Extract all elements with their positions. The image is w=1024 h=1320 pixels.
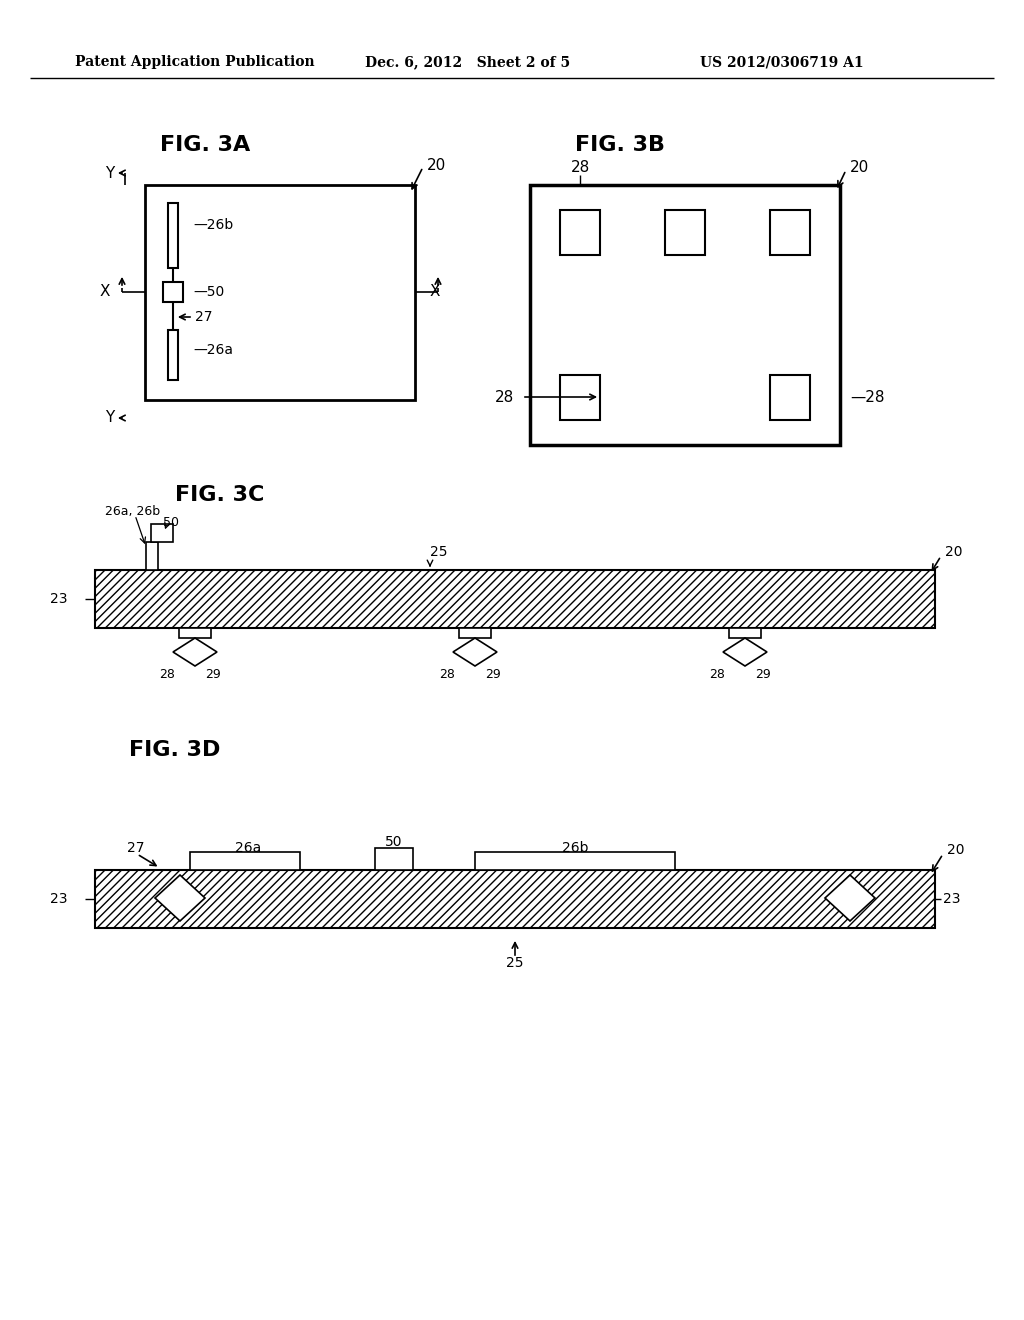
Polygon shape — [723, 638, 767, 667]
Text: 20: 20 — [427, 157, 446, 173]
Polygon shape — [155, 875, 205, 921]
Text: 23: 23 — [50, 591, 68, 606]
Bar — [560, 375, 600, 420]
Text: 23: 23 — [943, 892, 961, 906]
Text: 27: 27 — [127, 841, 144, 855]
Text: —26a: —26a — [193, 343, 233, 356]
Text: —26b: —26b — [193, 218, 233, 232]
Text: X: X — [100, 285, 111, 300]
Text: —50: —50 — [193, 285, 224, 300]
Polygon shape — [825, 875, 874, 921]
Bar — [770, 210, 810, 255]
Bar — [530, 185, 840, 445]
Text: 26a, 26b: 26a, 26b — [105, 506, 160, 519]
Text: 20: 20 — [850, 160, 869, 174]
Bar — [560, 210, 600, 255]
Polygon shape — [173, 638, 217, 667]
Bar — [375, 847, 413, 870]
Text: 26a: 26a — [234, 841, 261, 855]
Polygon shape — [453, 638, 497, 667]
Text: —28: —28 — [850, 389, 885, 404]
Text: Y: Y — [105, 411, 115, 425]
Bar — [770, 375, 810, 420]
Text: 28: 28 — [159, 668, 175, 681]
Bar — [475, 851, 675, 870]
Text: FIG. 3B: FIG. 3B — [575, 135, 665, 154]
Text: Patent Application Publication: Patent Application Publication — [75, 55, 314, 69]
Bar — [190, 851, 300, 870]
Bar — [95, 870, 935, 928]
Text: 28: 28 — [570, 160, 590, 174]
Text: US 2012/0306719 A1: US 2012/0306719 A1 — [700, 55, 863, 69]
Text: 50: 50 — [163, 516, 179, 528]
Text: Y: Y — [105, 165, 115, 181]
Text: 26b: 26b — [562, 841, 588, 855]
Text: 27: 27 — [195, 310, 213, 323]
Bar — [163, 282, 183, 302]
Bar — [145, 185, 415, 400]
Bar — [459, 628, 490, 638]
Text: 29: 29 — [485, 668, 501, 681]
Text: Dec. 6, 2012   Sheet 2 of 5: Dec. 6, 2012 Sheet 2 of 5 — [365, 55, 570, 69]
Text: 29: 29 — [755, 668, 771, 681]
Text: 28: 28 — [709, 668, 725, 681]
Text: 20: 20 — [947, 843, 965, 857]
Bar — [151, 524, 173, 543]
Text: X: X — [430, 285, 440, 300]
Bar — [179, 628, 211, 638]
Text: FIG. 3A: FIG. 3A — [160, 135, 250, 154]
Text: FIG. 3D: FIG. 3D — [129, 741, 221, 760]
Text: 25: 25 — [506, 956, 523, 970]
Text: 25: 25 — [430, 545, 447, 558]
Text: FIG. 3C: FIG. 3C — [175, 484, 264, 506]
Bar — [168, 330, 178, 380]
Text: 28: 28 — [439, 668, 455, 681]
Bar — [168, 203, 178, 268]
Text: 28: 28 — [495, 389, 514, 404]
Bar — [95, 570, 935, 628]
Text: 50: 50 — [385, 836, 402, 849]
Bar — [665, 210, 705, 255]
Text: 29: 29 — [205, 668, 221, 681]
Bar — [729, 628, 761, 638]
Text: 20: 20 — [945, 545, 963, 558]
Text: 23: 23 — [50, 892, 68, 906]
Bar — [146, 543, 158, 570]
